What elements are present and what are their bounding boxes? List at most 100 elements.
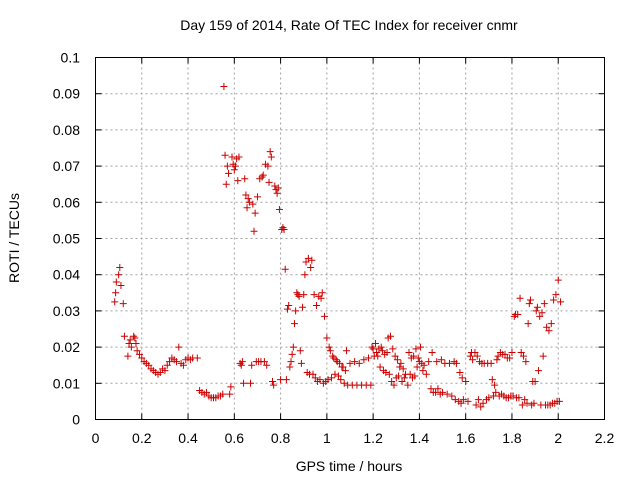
- data-point-marker: [300, 291, 308, 299]
- data-point-marker: [396, 363, 404, 371]
- data-point-marker: [318, 289, 326, 297]
- x-tick-label: 0.2: [132, 430, 152, 446]
- data-point-marker: [127, 343, 135, 351]
- data-point-marker: [543, 323, 551, 331]
- data-point-marker: [385, 370, 393, 378]
- data-point-marker: [289, 343, 297, 351]
- data-point-marker: [111, 298, 119, 306]
- data-point-marker: [327, 374, 335, 382]
- data-point-marker: [132, 339, 140, 347]
- data-point-marker: [518, 401, 526, 409]
- data-point-marker: [485, 394, 493, 402]
- data-point-marker: [310, 291, 318, 299]
- data-point-marker: [378, 347, 386, 355]
- data-point-marker: [293, 289, 301, 297]
- data-point-marker: [301, 271, 309, 279]
- data-point-marker: [351, 358, 359, 366]
- data-point-marker: [471, 349, 479, 357]
- x-tick-label: 0: [92, 430, 100, 446]
- data-point-marker: [540, 300, 548, 308]
- plot-frame: [95, 57, 605, 420]
- y-axis-label: ROTI / TECUs: [6, 193, 22, 283]
- data-point-marker: [508, 349, 516, 357]
- data-point-marker: [263, 361, 271, 369]
- data-point-marker: [388, 377, 396, 385]
- data-point-marker: [367, 381, 375, 389]
- data-point-marker: [443, 390, 451, 398]
- x-tick-label: 1.4: [410, 430, 430, 446]
- data-point-marker: [131, 334, 139, 342]
- data-point-marker: [288, 350, 296, 358]
- data-point-marker: [336, 359, 344, 367]
- data-point-marker: [316, 376, 324, 384]
- data-point-marker: [457, 399, 465, 407]
- data-point-marker: [332, 356, 340, 364]
- data-point-marker: [341, 367, 349, 375]
- y-tick-label: 0.09: [53, 86, 80, 102]
- data-point-marker: [520, 352, 528, 360]
- y-tick-label: 0.05: [53, 231, 80, 247]
- data-point-marker: [135, 350, 143, 358]
- data-point-marker: [166, 358, 174, 366]
- data-point-marker: [458, 374, 466, 382]
- data-point-marker: [243, 204, 251, 212]
- y-tick-label: 0.07: [53, 158, 80, 174]
- data-point-marker: [308, 256, 316, 264]
- data-point-marker: [445, 359, 453, 367]
- data-point-marker: [422, 370, 430, 378]
- data-point-marker: [265, 178, 273, 186]
- data-point-marker: [273, 189, 281, 197]
- data-point-marker: [266, 148, 274, 156]
- data-point-marker: [222, 180, 230, 188]
- data-point-marker: [296, 347, 304, 355]
- data-point-marker: [432, 388, 440, 396]
- data-point-marker: [225, 169, 233, 177]
- data-point-marker: [411, 372, 419, 380]
- data-point-marker: [376, 363, 384, 371]
- data-point-marker: [493, 356, 501, 364]
- data-point-marker: [510, 312, 518, 320]
- data-point-marker: [389, 345, 397, 353]
- data-point-marker: [302, 258, 310, 266]
- data-point-marker: [130, 332, 138, 340]
- data-point-marker: [274, 184, 282, 192]
- data-point-marker: [488, 376, 496, 384]
- data-point-marker: [304, 254, 312, 262]
- data-point-marker: [427, 385, 435, 393]
- data-point-marker: [125, 339, 133, 347]
- data-point-marker: [285, 301, 293, 309]
- data-point-marker: [536, 312, 544, 320]
- data-point-marker: [279, 224, 287, 232]
- data-point-marker: [275, 206, 283, 214]
- data-point-marker: [337, 376, 345, 384]
- data-point-marker: [244, 195, 252, 203]
- data-point-marker: [248, 361, 256, 369]
- data-point-marker: [474, 396, 482, 404]
- y-tick-label: 0.1: [61, 50, 81, 66]
- data-point-marker: [477, 403, 485, 411]
- data-point-marker: [290, 320, 298, 328]
- data-point-marker: [124, 352, 132, 360]
- x-tick-label: 2: [554, 430, 562, 446]
- data-point-marker: [346, 359, 354, 367]
- data-point-marker: [219, 390, 227, 398]
- data-point-marker: [492, 388, 500, 396]
- data-point-marker: [545, 327, 553, 335]
- data-point-marker: [456, 368, 464, 376]
- data-point-marker: [355, 359, 363, 367]
- data-point-marker: [287, 358, 295, 366]
- data-point-marker: [395, 372, 403, 380]
- y-tick-label: 0.08: [53, 122, 80, 138]
- data-point-marker: [539, 352, 547, 360]
- data-point-marker: [253, 193, 261, 201]
- data-point-marker: [522, 358, 530, 366]
- data-point-marker: [331, 370, 339, 378]
- data-point-marker: [295, 292, 303, 300]
- data-point-marker: [383, 349, 391, 357]
- data-point-marker: [138, 354, 146, 362]
- x-tick-label: 1.2: [363, 430, 383, 446]
- data-point-marker: [526, 296, 534, 304]
- data-point-marker: [221, 151, 229, 159]
- data-point-marker: [126, 336, 134, 344]
- data-point-marker: [406, 370, 414, 378]
